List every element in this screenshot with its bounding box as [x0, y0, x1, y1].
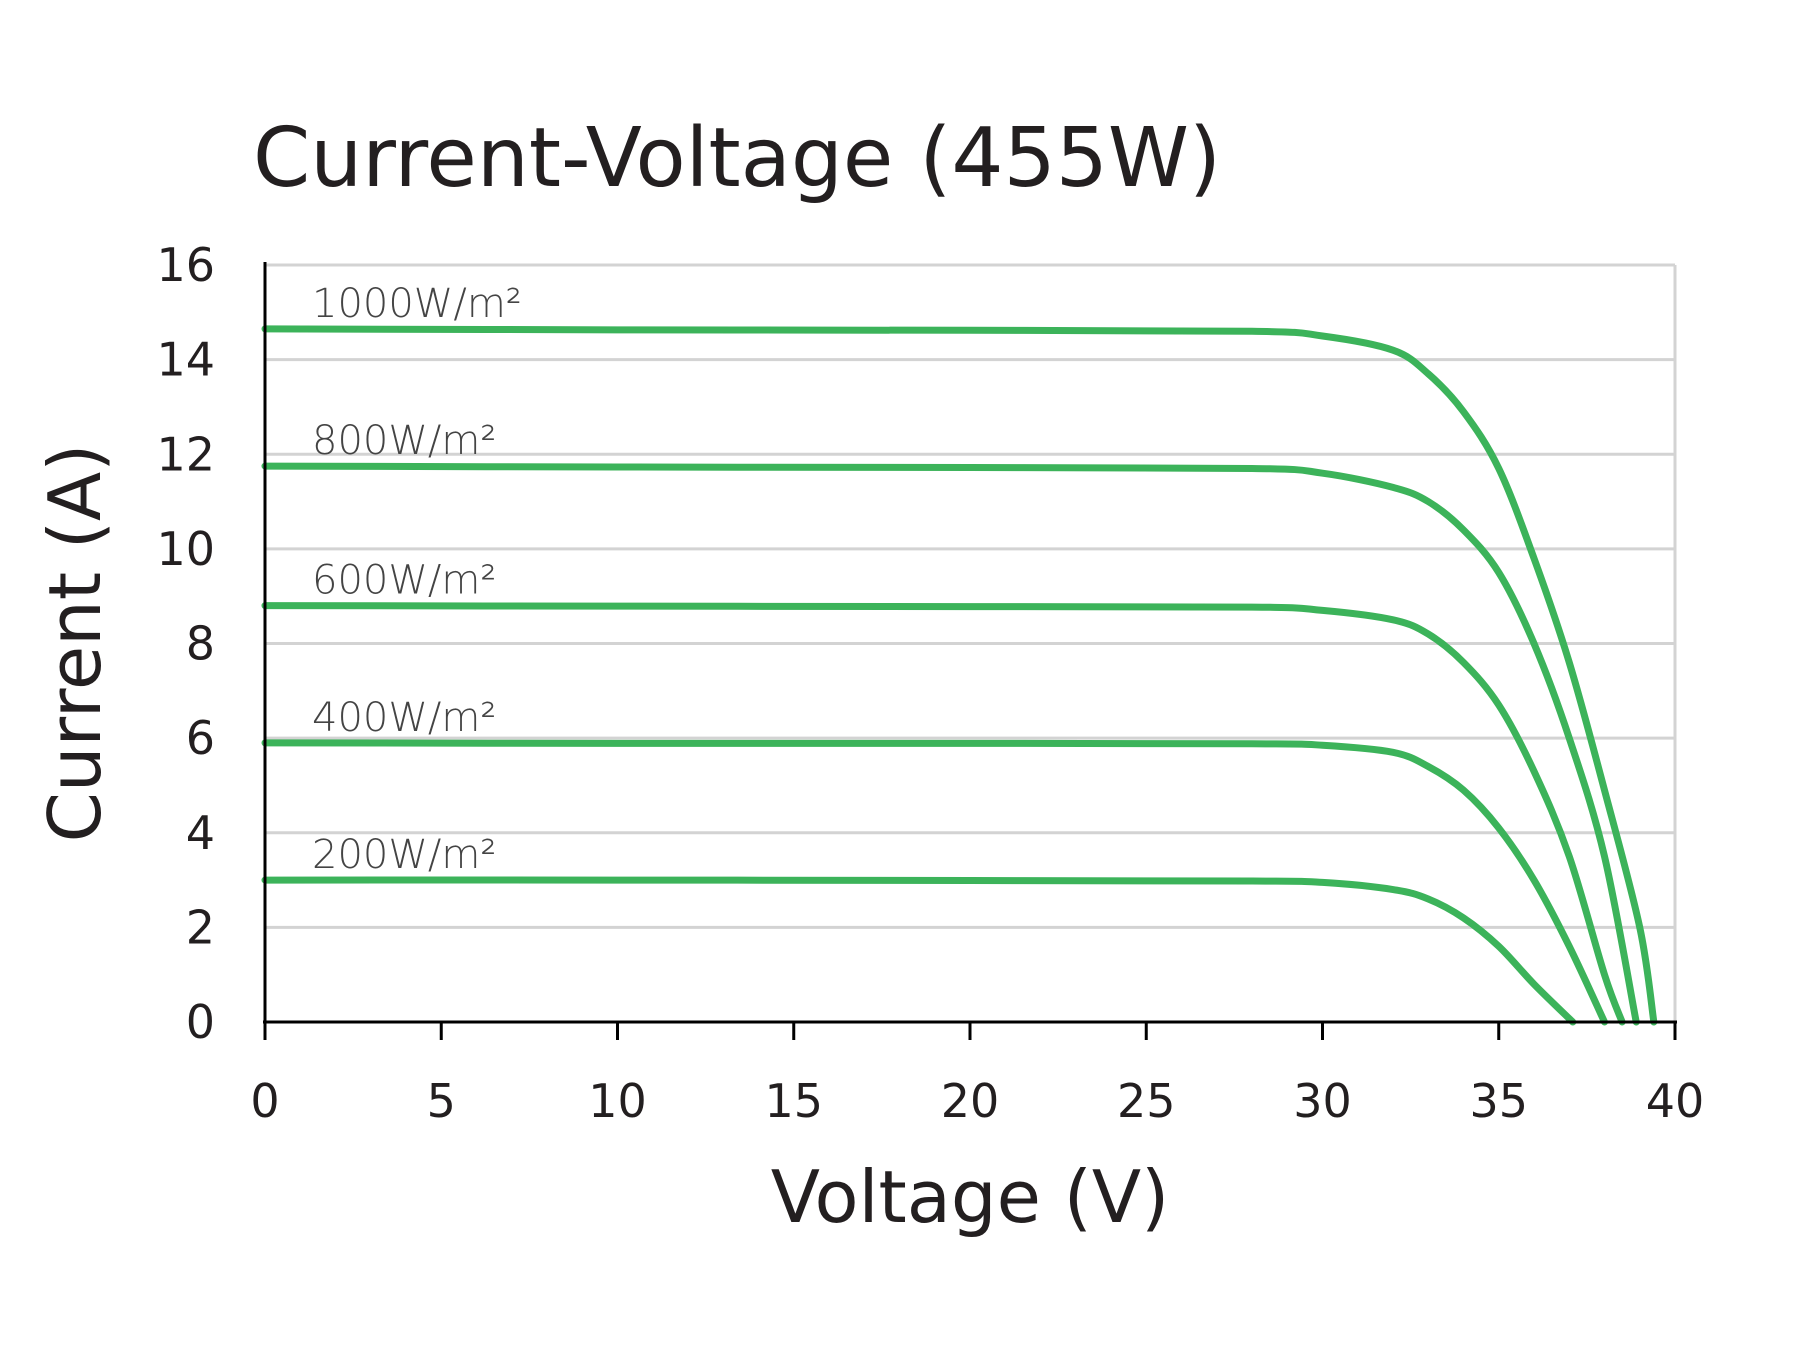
- y-tick-label: 0: [186, 995, 215, 1049]
- y-tick-label: 10: [156, 522, 215, 576]
- curve-label: 400W/m²: [312, 695, 496, 741]
- x-tick-label: 30: [1293, 1074, 1352, 1128]
- x-tick-label: 25: [1117, 1074, 1176, 1128]
- iv-curve: [261, 876, 1577, 1026]
- x-axis-title: Voltage (V): [771, 1155, 1169, 1239]
- x-tick-label: 20: [941, 1074, 1000, 1128]
- y-tick-label: 14: [156, 333, 215, 387]
- y-tick-label: 6: [186, 711, 215, 765]
- iv-curve: [261, 739, 1608, 1026]
- chart-title: Current-Voltage (455W): [253, 111, 1221, 206]
- grid: [265, 263, 1677, 1024]
- axes: 0 2 4 6 8 10 12 14 16 0 5 10 15 20 25 30 35 40: [156, 238, 1704, 1128]
- y-axis-title: Current (A): [33, 444, 117, 843]
- x-tick-label: 15: [764, 1074, 823, 1128]
- curve-label: 800W/m²: [312, 418, 496, 464]
- y-tick-label: 2: [186, 900, 215, 954]
- iv-curve: [261, 325, 1658, 1026]
- curve-label: 600W/m²: [312, 558, 496, 604]
- curves: 1000W/m² 800W/m² 600W/m² 400W/m² 200W/m²: [261, 281, 1658, 1026]
- curve-label: 200W/m²: [312, 832, 496, 878]
- x-tick-label: 5: [427, 1074, 456, 1128]
- x-tick-label: 0: [250, 1074, 279, 1128]
- y-tick-label: 8: [186, 617, 215, 671]
- iv-curve: [261, 462, 1640, 1026]
- x-tick-label: 35: [1469, 1074, 1528, 1128]
- curve-label: 1000W/m²: [312, 281, 522, 327]
- x-tick-label: 10: [588, 1074, 647, 1128]
- iv-curve: [261, 602, 1626, 1026]
- y-tick-label: 4: [186, 806, 215, 860]
- y-tick-label: 16: [156, 238, 215, 292]
- x-tick-label: 40: [1646, 1074, 1705, 1128]
- y-tick-label: 12: [156, 427, 215, 481]
